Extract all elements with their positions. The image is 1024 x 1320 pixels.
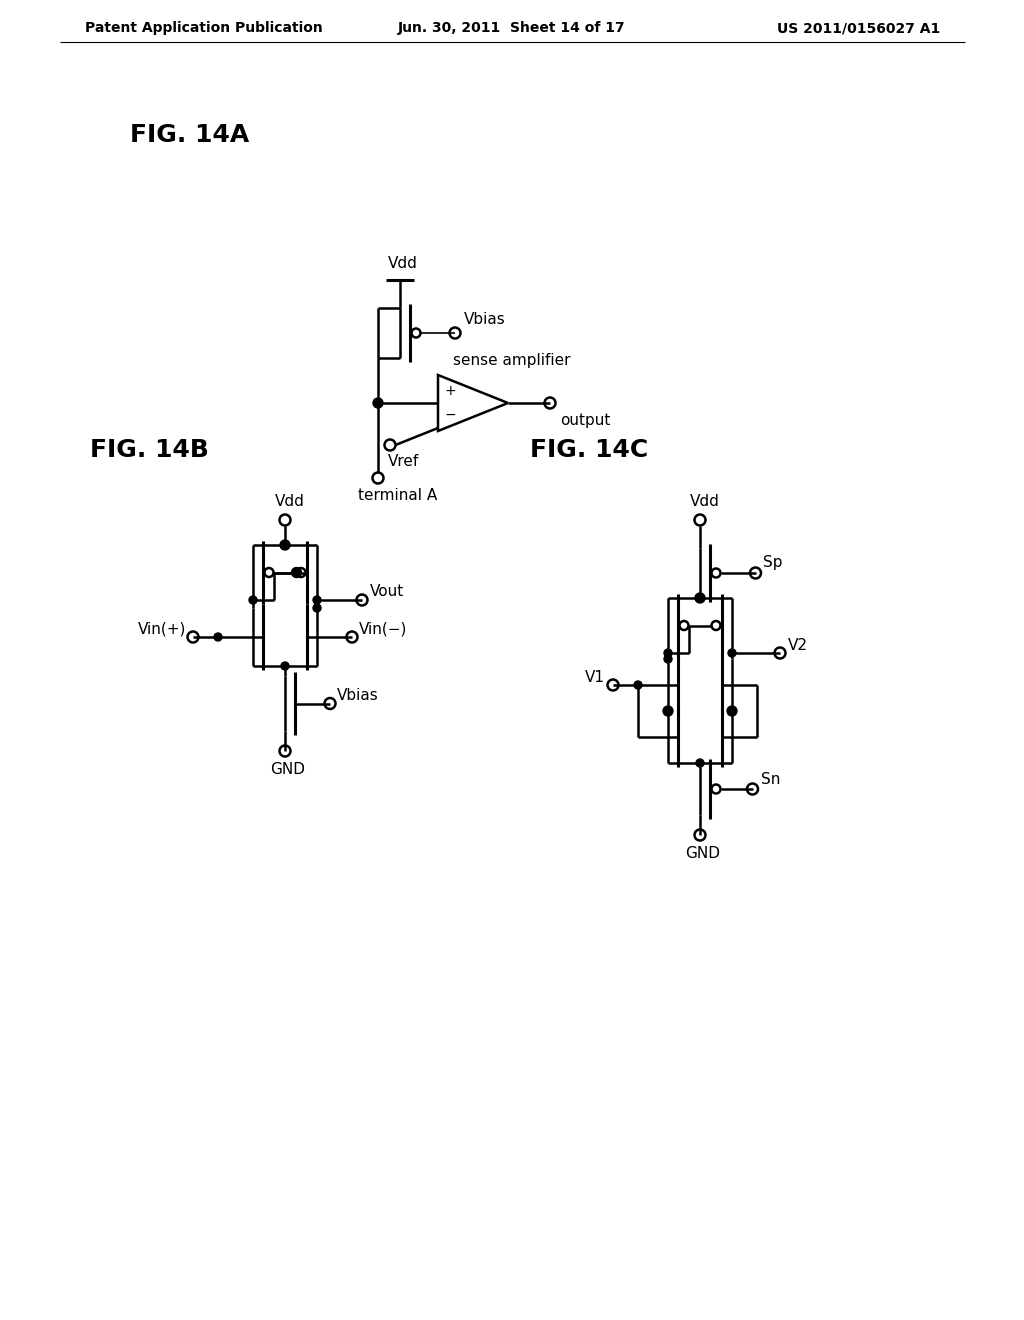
Text: +: + (445, 384, 457, 399)
Circle shape (249, 597, 257, 605)
Circle shape (373, 399, 383, 408)
Circle shape (280, 540, 290, 550)
Text: GND: GND (270, 762, 305, 776)
Text: −: − (445, 408, 457, 422)
Circle shape (663, 706, 673, 715)
Text: sense amplifier: sense amplifier (453, 354, 570, 368)
Text: Vref: Vref (388, 454, 419, 470)
Circle shape (727, 706, 737, 715)
Circle shape (634, 681, 642, 689)
Text: Vdd: Vdd (388, 256, 418, 272)
Circle shape (695, 593, 705, 603)
Text: terminal A: terminal A (358, 488, 437, 503)
Text: Vbias: Vbias (337, 688, 379, 704)
Text: Vdd: Vdd (275, 495, 305, 510)
Text: Sn: Sn (761, 771, 780, 787)
Text: V2: V2 (788, 638, 808, 652)
Text: US 2011/0156027 A1: US 2011/0156027 A1 (777, 21, 940, 36)
Text: FIG. 14A: FIG. 14A (130, 123, 249, 147)
Text: Vin(+): Vin(+) (138, 622, 186, 636)
Circle shape (313, 597, 321, 605)
Text: Vdd: Vdd (690, 495, 720, 510)
Text: output: output (560, 413, 610, 429)
Text: Jun. 30, 2011  Sheet 14 of 17: Jun. 30, 2011 Sheet 14 of 17 (398, 21, 626, 36)
Circle shape (728, 649, 736, 657)
Text: Vin(−): Vin(−) (359, 622, 408, 636)
Circle shape (214, 634, 222, 642)
Circle shape (664, 655, 672, 663)
Text: FIG. 14C: FIG. 14C (530, 438, 648, 462)
Text: Vout: Vout (370, 585, 404, 599)
Text: FIG. 14B: FIG. 14B (90, 438, 209, 462)
Text: Vbias: Vbias (464, 312, 506, 326)
Text: V1: V1 (585, 669, 605, 685)
Circle shape (292, 568, 301, 578)
Circle shape (664, 649, 672, 657)
Circle shape (281, 663, 289, 671)
Text: Sp: Sp (764, 556, 783, 570)
Text: Patent Application Publication: Patent Application Publication (85, 21, 323, 36)
Text: GND: GND (685, 846, 720, 861)
Circle shape (696, 759, 705, 767)
Circle shape (313, 605, 321, 612)
